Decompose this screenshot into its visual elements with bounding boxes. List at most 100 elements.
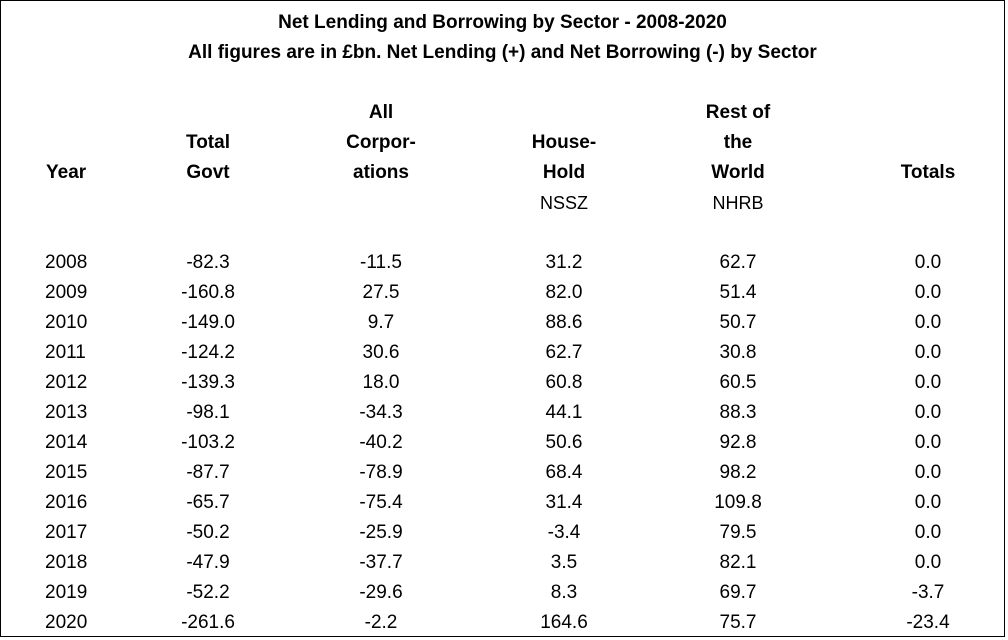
- cell-totals: 0.0: [914, 282, 942, 303]
- cell-total-govt: -149.0: [181, 312, 235, 333]
- cell-totals: 0.0: [914, 402, 942, 423]
- header-govt-line-3: Govt: [186, 162, 230, 183]
- cell-total-govt: -124.2: [181, 342, 235, 363]
- header-corp-line-3: ations: [353, 162, 409, 183]
- cell-total-govt: -98.1: [186, 402, 230, 423]
- cell-household: 31.4: [545, 492, 583, 513]
- cell-totals: 0.0: [914, 252, 942, 273]
- header-year: Year: [46, 98, 106, 188]
- series-code-household: NSSZ: [539, 193, 588, 213]
- cell-year: 2020: [45, 612, 88, 633]
- header-totals-line-1: [878, 98, 978, 128]
- header-year-line-1: [46, 98, 106, 128]
- cell-all-corporations: -40.2: [359, 432, 403, 453]
- cell-total-govt: -87.7: [186, 462, 230, 483]
- cell-total-govt: -65.7: [186, 492, 230, 513]
- cell-year: 2009: [45, 282, 88, 303]
- cell-household: 3.5: [550, 552, 578, 573]
- cell-rest-of-world: 109.8: [714, 492, 762, 513]
- cell-totals: -3.7: [911, 582, 945, 603]
- cell-all-corporations: -25.9: [359, 522, 403, 543]
- header-household: House- Hold: [504, 98, 624, 188]
- cell-rest-of-world: 92.8: [719, 432, 757, 453]
- cell-year: 2013: [45, 402, 88, 423]
- cell-totals: 0.0: [914, 342, 942, 363]
- cell-totals: 0.0: [914, 312, 942, 333]
- header-corp-line-1: All: [368, 102, 394, 123]
- cell-rest-of-world: 98.2: [719, 462, 757, 483]
- cell-year: 2010: [45, 312, 88, 333]
- header-house-line-2: House-: [531, 132, 597, 153]
- cell-totals: 0.0: [914, 552, 942, 573]
- cell-total-govt: -52.2: [186, 582, 230, 603]
- cell-year: 2012: [45, 372, 88, 393]
- cell-year: 2019: [45, 582, 88, 603]
- cell-totals: 0.0: [914, 432, 942, 453]
- cell-totals: -23.4: [906, 612, 950, 633]
- header-total-govt: Total Govt: [158, 98, 258, 188]
- cell-year: 2017: [45, 522, 88, 543]
- cell-rest-of-world: 82.1: [719, 552, 757, 573]
- cell-total-govt: -47.9: [186, 552, 230, 573]
- cell-all-corporations: -2.2: [364, 612, 398, 633]
- cell-all-corporations: 30.6: [362, 342, 400, 363]
- header-house-line-1: [504, 98, 624, 128]
- cell-rest-of-world: 79.5: [719, 522, 757, 543]
- header-totals-line-3: Totals: [900, 162, 956, 183]
- cell-household: 68.4: [545, 462, 583, 483]
- cell-household: 82.0: [545, 282, 583, 303]
- cell-household: 50.6: [545, 432, 583, 453]
- cell-total-govt: -139.3: [181, 372, 235, 393]
- cell-household: 60.8: [545, 372, 583, 393]
- cell-rest-of-world: 88.3: [719, 402, 757, 423]
- cell-household: 44.1: [545, 402, 583, 423]
- series-code-rest-of-world: NHRB: [712, 193, 764, 213]
- cell-rest-of-world: 51.4: [719, 282, 757, 303]
- header-govt-line-2: Total: [186, 132, 230, 153]
- table-title: Net Lending and Borrowing by Sector - 20…: [278, 12, 727, 33]
- cell-all-corporations: -37.7: [359, 552, 403, 573]
- cell-rest-of-world: 50.7: [719, 312, 757, 333]
- table-subtitle: All figures are in £bn. Net Lending (+) …: [188, 42, 817, 63]
- cell-rest-of-world: 69.7: [719, 582, 757, 603]
- cell-total-govt: -261.6: [181, 612, 235, 633]
- cell-all-corporations: 27.5: [362, 282, 400, 303]
- cell-total-govt: -82.3: [186, 252, 230, 273]
- header-house-line-3: Hold: [542, 162, 586, 183]
- header-row-line-3: World: [711, 162, 765, 183]
- cell-all-corporations: -11.5: [360, 252, 402, 273]
- cell-year: 2014: [45, 432, 88, 453]
- header-year-line-2: [46, 128, 106, 158]
- cell-year: 2008: [45, 252, 88, 273]
- cell-all-corporations: -78.9: [359, 462, 403, 483]
- cell-household: 31.2: [545, 252, 583, 273]
- cell-totals: 0.0: [914, 522, 942, 543]
- cell-all-corporations: 9.7: [367, 312, 395, 333]
- cell-totals: 0.0: [914, 462, 942, 483]
- cell-rest-of-world: 60.5: [719, 372, 757, 393]
- cell-year: 2011: [45, 342, 86, 363]
- cell-rest-of-world: 75.7: [719, 612, 757, 633]
- cell-year: 2015: [45, 462, 88, 483]
- header-all-corporations: All Corpor- ations: [321, 98, 441, 188]
- cell-rest-of-world: 62.7: [719, 252, 757, 273]
- header-rest-of-world: Rest of the World: [678, 98, 798, 188]
- cell-all-corporations: 18.0: [362, 372, 400, 393]
- header-year-line-3: Year: [46, 162, 87, 183]
- cell-year: 2016: [45, 492, 88, 513]
- cell-household: 62.7: [545, 342, 583, 363]
- header-totals-line-2: [878, 128, 978, 158]
- header-row-line-2: the: [723, 132, 753, 153]
- header-totals: Totals: [878, 98, 978, 188]
- cell-rest-of-world: 30.8: [719, 342, 757, 363]
- cell-total-govt: -50.2: [186, 522, 230, 543]
- cell-household: 8.3: [550, 582, 578, 603]
- header-corp-line-2: Corpor-: [346, 132, 416, 153]
- header-row-line-1: Rest of: [705, 102, 771, 123]
- header-govt-line-1: [158, 98, 258, 128]
- cell-household: -3.4: [547, 522, 581, 543]
- cell-totals: 0.0: [914, 372, 942, 393]
- cell-all-corporations: -75.4: [359, 492, 403, 513]
- cell-total-govt: -103.2: [181, 432, 235, 453]
- cell-totals: 0.0: [914, 492, 942, 513]
